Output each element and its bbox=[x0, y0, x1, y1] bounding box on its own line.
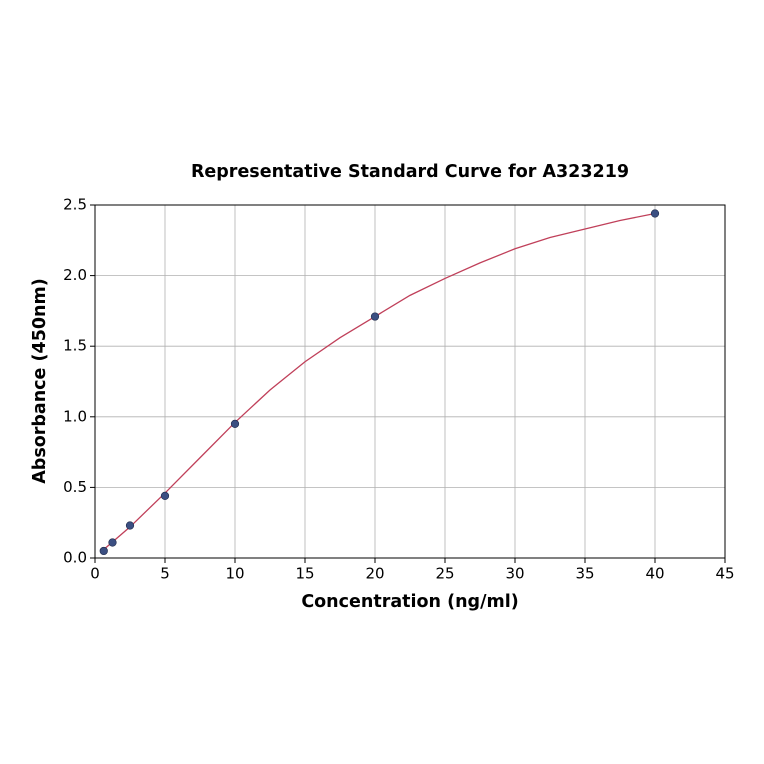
y-tick-label: 0.5 bbox=[63, 478, 87, 496]
fit-curve bbox=[103, 212, 656, 551]
y-tick-label: 1.5 bbox=[63, 337, 87, 355]
data-point bbox=[230, 419, 240, 428]
y-tick-label: 2.5 bbox=[63, 196, 87, 214]
x-tick-label: 20 bbox=[365, 565, 384, 583]
x-tick-label: 10 bbox=[225, 565, 244, 583]
y-tick-label: 2.0 bbox=[63, 266, 87, 284]
y-axis-label: Absorbance (450nm) bbox=[30, 278, 50, 484]
x-tick-label: 0 bbox=[90, 565, 100, 583]
chart-title: Representative Standard Curve for A32321… bbox=[191, 162, 629, 182]
y-tick-label: 0.0 bbox=[63, 549, 87, 567]
x-tick-label: 40 bbox=[645, 565, 664, 583]
data-point bbox=[99, 546, 108, 556]
x-tick-label: 25 bbox=[435, 565, 454, 583]
x-tick-label: 15 bbox=[295, 565, 314, 583]
data-point bbox=[108, 538, 117, 547]
x-tick-label: 30 bbox=[505, 565, 524, 583]
x-axis-label: Concentration (ng/ml) bbox=[301, 592, 518, 612]
x-tick-label: 35 bbox=[575, 565, 594, 583]
data-point bbox=[125, 521, 135, 530]
x-tick-label: 45 bbox=[715, 565, 734, 583]
x-tick-label: 5 bbox=[160, 565, 170, 583]
y-tick-label: 1.0 bbox=[63, 407, 87, 425]
data-point bbox=[160, 491, 170, 500]
plot-frame bbox=[94, 204, 726, 559]
data-point bbox=[370, 312, 380, 321]
data-point bbox=[650, 209, 660, 218]
